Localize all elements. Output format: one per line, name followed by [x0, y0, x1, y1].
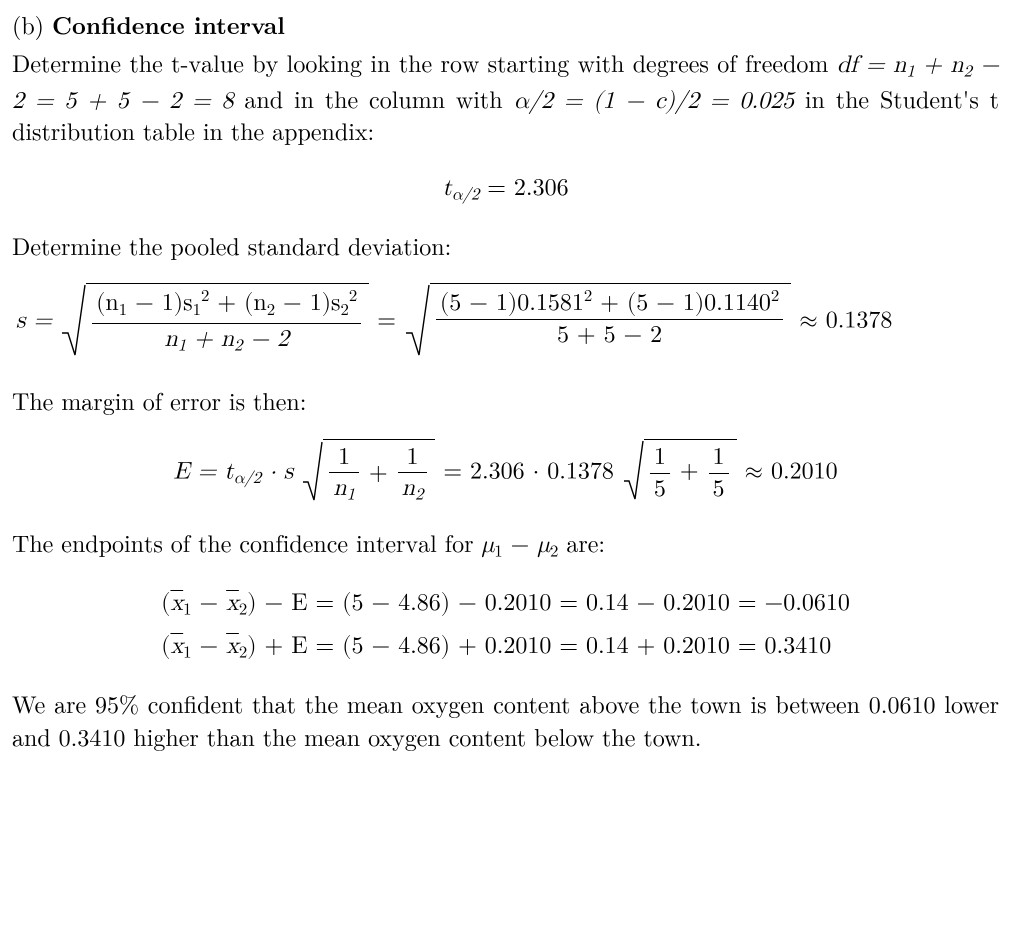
sqrt-sign: [60, 283, 86, 362]
part-label: (b): [12, 7, 44, 41]
sqrt-1: (n1 − 1)s12 + (n2 − 1)s22 n1 + n2 − 2: [60, 283, 369, 362]
eq3-lhs: E = t: [173, 459, 233, 483]
frac1-den: n1 + n2 − 2: [92, 324, 361, 356]
sqrt-sign-2: [404, 283, 430, 362]
paragraph-4: The endpoints of the confidence interval…: [12, 529, 999, 564]
eq1-lhs: t: [442, 176, 451, 200]
equation-pooled-sd: s = (n1 − 1)s12 + (n2 − 1)s22 n1 + n2 − …: [12, 283, 999, 362]
ci-lower: (x1 − x2) − E = (5 − 4.86) − 0.2010 = 0.…: [161, 591, 850, 615]
heading-line: (b) Confidence interval: [12, 8, 999, 41]
sqrt-body-2: (5 − 1)0.15812 + (5 − 1)0.11402 5 + 5 − …: [430, 283, 791, 362]
ci-block: (x1 − x2) − E = (5 − 4.86) − 0.2010 = 0.…: [161, 587, 850, 666]
frac-1: (n1 − 1)s12 + (n2 − 1)s22 n1 + n2 − 2: [92, 288, 361, 356]
frac-2: (5 − 1)0.15812 + (5 − 1)0.11402 5 + 5 − …: [436, 288, 783, 348]
equation-t-value: tα/2 = 2.306: [12, 172, 999, 207]
eq2-mid: =: [377, 309, 404, 333]
sqrt-4: 1 5 + 1 5: [622, 439, 737, 506]
paragraph-1: Determine the t-value by looking in the …: [12, 49, 999, 149]
frac2-den: 5 + 5 − 2: [436, 320, 783, 348]
eq2-s: s =: [16, 309, 60, 333]
frac2-num: (5 − 1)0.15812 + (5 − 1)0.11402: [436, 288, 783, 320]
p1-text-b: and in the column with: [234, 89, 514, 113]
alpha-expr: α/2 = (1 − c)/2 = 0.025: [513, 89, 794, 113]
ci-upper: (x1 − x2) + E = (5 − 4.86) + 0.2010 = 0.…: [161, 630, 850, 665]
paragraph-2: Determine the pooled standard deviation:: [12, 229, 999, 261]
equation-margin-error: E = tα/2 · s 1 n1 + 1 n2 = 2.306 · 0.137…: [12, 439, 999, 508]
sqrt-body-1: (n1 − 1)s12 + (n2 − 1)s22 n1 + n2 − 2: [86, 283, 369, 362]
p1-text-a: Determine the t-value by looking in the …: [12, 53, 837, 77]
sqrt-2: (5 − 1)0.15812 + (5 − 1)0.11402 5 + 5 − …: [404, 283, 791, 362]
frac1-num: (n1 − 1)s12 + (n2 − 1)s22: [92, 288, 361, 323]
equation-ci-endpoints: (x1 − x2) − E = (5 − 4.86) − 0.2010 = 0.…: [12, 587, 999, 666]
eq1-sub: α/2: [452, 186, 480, 203]
eq2-approx: ≈ 0.1378: [799, 309, 892, 333]
sqrt-3: 1 n1 + 1 n2: [301, 439, 435, 508]
paragraph-5: We are 95% confident that the mean oxyge…: [12, 687, 999, 752]
heading: Confidence interval: [52, 8, 285, 42]
eq1-rhs: = 2.306: [479, 176, 568, 200]
paragraph-3: The margin of error is then:: [12, 384, 999, 416]
